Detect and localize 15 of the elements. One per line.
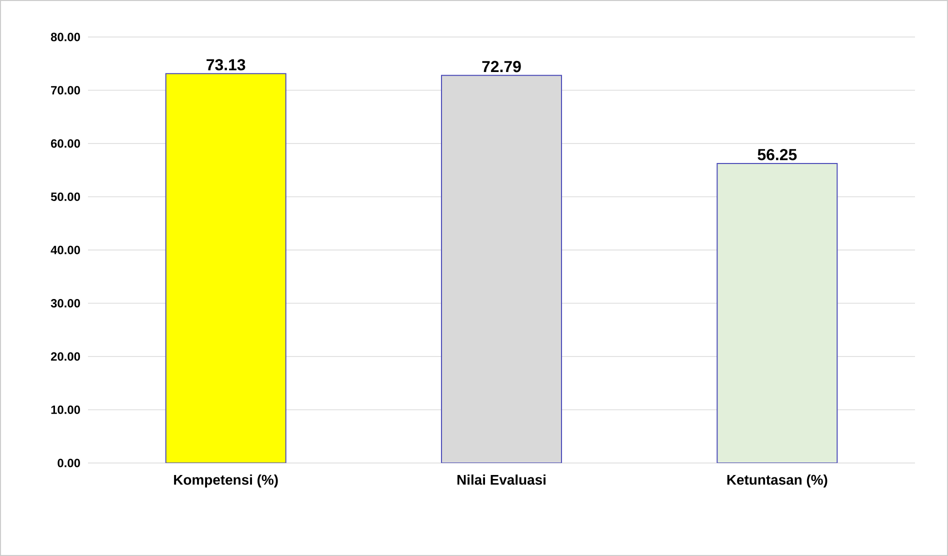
y-tick-label: 10.00 xyxy=(51,406,80,414)
y-tick-label: 50.00 xyxy=(50,192,80,201)
y-tick-label: 60.00 xyxy=(51,139,80,148)
y-tick-label: 30.00 xyxy=(50,299,80,308)
x-tick-label: Kompetensi (%) xyxy=(174,474,278,488)
y-tick-label: 40.00 xyxy=(50,246,80,254)
x-tick-label: Ketuntasan (%) xyxy=(727,474,828,488)
y-tick-label: 20.00 xyxy=(50,352,80,361)
x-tick-label: Nilai Evaluasi xyxy=(457,474,546,485)
y-tick-label: 70.00 xyxy=(51,86,80,94)
y-tick-label: 0.00 xyxy=(58,458,80,468)
data-label: 72.79 xyxy=(482,60,521,72)
data-label: 56.25 xyxy=(758,148,797,160)
data-label: 73.13 xyxy=(206,59,246,70)
y-tick-label: 80.00 xyxy=(50,32,80,42)
